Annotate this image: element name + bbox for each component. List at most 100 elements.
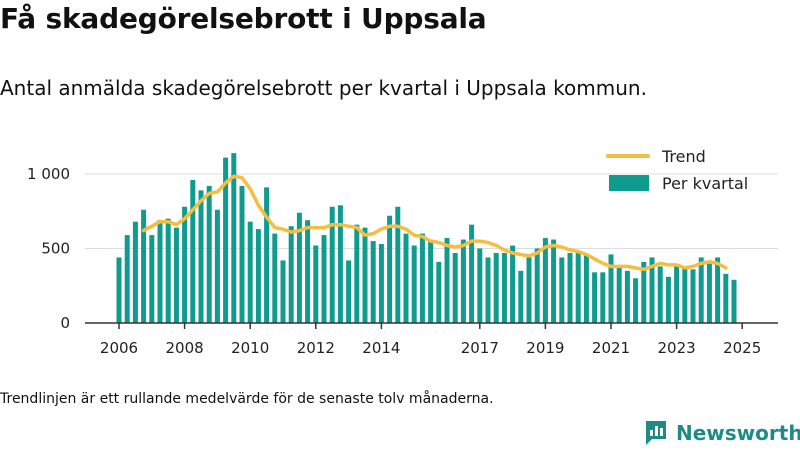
- bar: [264, 187, 270, 323]
- bar: [575, 251, 581, 323]
- bar: [321, 235, 327, 323]
- bar-chart-logo-icon: [646, 421, 666, 445]
- x-tick-label: 2006: [100, 339, 138, 357]
- bar: [296, 212, 302, 323]
- bar: [485, 257, 491, 323]
- legend-trend-label: Trend: [661, 147, 706, 166]
- bar: [346, 260, 352, 323]
- bar: [649, 257, 655, 323]
- bar: [288, 226, 294, 323]
- bar: [592, 272, 598, 323]
- bar: [460, 239, 466, 323]
- bar: [403, 233, 409, 323]
- bar: [395, 206, 401, 323]
- bar: [182, 206, 188, 323]
- bar: [723, 273, 729, 323]
- x-tick-label: 2012: [297, 339, 335, 357]
- bar: [567, 252, 573, 323]
- x-tick-label: 2014: [362, 339, 400, 357]
- bar: [214, 209, 220, 323]
- y-tick-label: 500: [41, 240, 70, 258]
- bar: [690, 269, 696, 323]
- y-tick-label: 0: [60, 314, 70, 332]
- bar: [493, 252, 499, 323]
- bar: [280, 260, 286, 323]
- bar: [526, 257, 532, 323]
- legend-bar-label: Per kvartal: [662, 174, 748, 193]
- bar: [616, 266, 622, 323]
- bar: [173, 227, 179, 323]
- y-tick-label: 1 000: [27, 165, 70, 183]
- bar: [247, 221, 253, 323]
- bar: [141, 209, 147, 323]
- bar: [239, 185, 245, 323]
- bar: [641, 261, 647, 323]
- bar: [452, 252, 458, 323]
- bar: [198, 190, 204, 323]
- bar: [165, 218, 171, 323]
- bar: [665, 276, 671, 323]
- bar: [428, 239, 434, 323]
- bar: [157, 220, 163, 323]
- x-tick-label: 2017: [461, 339, 499, 357]
- bar: [223, 157, 229, 323]
- bar: [255, 229, 261, 323]
- bar: [419, 233, 425, 323]
- bar: [501, 252, 507, 323]
- brand-logo[interactable]: Newsworthy: [644, 418, 800, 448]
- brand-name: Newsworthy: [676, 421, 800, 445]
- bar: [378, 244, 384, 323]
- bar: [149, 235, 155, 323]
- x-tick-label: 2023: [658, 339, 696, 357]
- bar: [706, 260, 712, 323]
- y-axis-ticks: 0 500 1 000: [27, 165, 70, 332]
- bar: [674, 266, 680, 323]
- bar: [305, 220, 311, 323]
- x-tick-label: 2010: [231, 339, 269, 357]
- chart-subtitle: Antal anmälda skadegörelsebrott per kvar…: [0, 76, 647, 100]
- bar: [116, 257, 122, 323]
- bar: [190, 179, 196, 323]
- bar: [444, 238, 450, 323]
- bar: [387, 215, 393, 323]
- x-tick-label: 2019: [526, 339, 564, 357]
- bar: [436, 261, 442, 323]
- bar: [329, 206, 335, 323]
- bar: [542, 238, 548, 323]
- bar: [551, 239, 557, 323]
- bar: [411, 245, 417, 323]
- x-tick-label: 2021: [592, 339, 630, 357]
- bar: [559, 257, 565, 323]
- bar: [608, 254, 614, 323]
- bar: [624, 270, 630, 323]
- bar: [337, 205, 343, 323]
- bar: [518, 270, 524, 323]
- bar: [272, 233, 278, 323]
- bar: [534, 248, 540, 323]
- chart-area: 2006 2008 2010 2012 2014 2017 2019 2021 2023 2025…: [27, 147, 778, 357]
- trend-line: [141, 174, 728, 272]
- bar: [682, 266, 688, 323]
- bar: [657, 266, 663, 323]
- bar: [600, 272, 606, 323]
- legend-bar-swatch: [609, 175, 649, 191]
- x-axis-ticks: 2006 2008 2010 2012 2014 2017 2019 2021 2023 2025: [100, 323, 761, 357]
- bar: [698, 257, 704, 323]
- bar: [132, 221, 138, 323]
- bar: [124, 235, 130, 323]
- x-tick-label: 2008: [166, 339, 204, 357]
- bar: [583, 254, 589, 323]
- bar: [313, 245, 319, 323]
- bar: [633, 278, 639, 323]
- footnote: Trendlinjen är ett rullande medelvärde f…: [0, 391, 494, 407]
- bar: [370, 241, 376, 323]
- bar: [715, 257, 721, 323]
- chart-title: Få skadegörelsebrott i Uppsala: [0, 2, 487, 35]
- bar: [206, 185, 212, 323]
- x-tick-label: 2025: [723, 339, 761, 357]
- bar: [477, 248, 483, 323]
- bar: [354, 224, 360, 323]
- bar: [510, 245, 516, 323]
- bar: [231, 153, 237, 323]
- legend: Trend Per kvartal: [606, 147, 748, 193]
